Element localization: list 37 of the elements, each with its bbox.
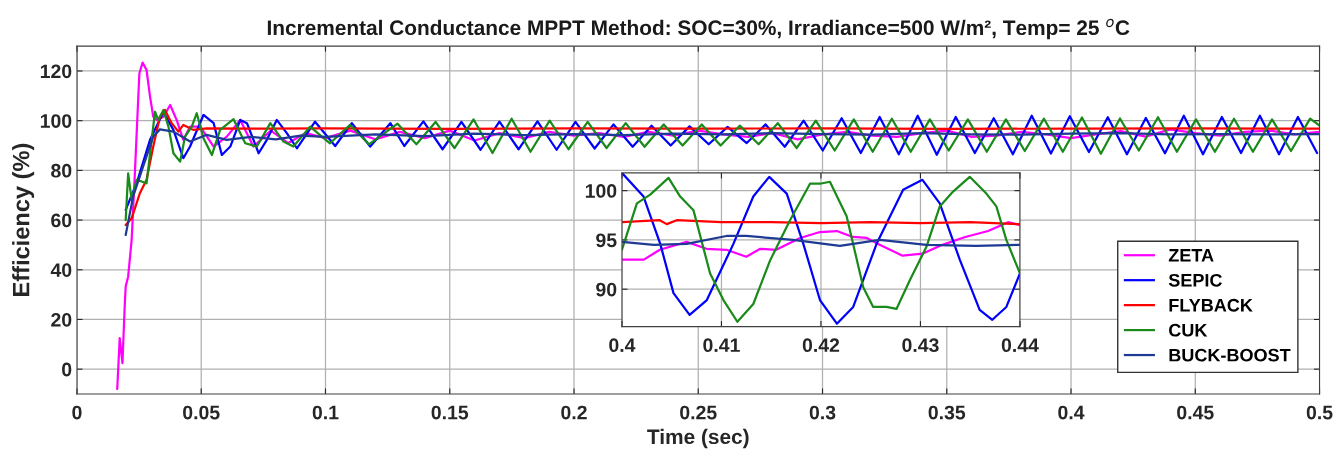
legend-label: ZETA <box>1168 249 1214 262</box>
y-tick-label: 120 <box>40 64 72 79</box>
legend-label: FLYBACK <box>1169 298 1253 312</box>
x-tick-label: 0.1 <box>312 405 339 420</box>
x-tick-label: 0.3 <box>809 405 836 420</box>
x-tick-label: 0.41 <box>703 338 740 353</box>
chart-title: Incremental Conductance MPPT Method: SOC=30%, Irradiance=500 W/m², Temp= 25 $^{o}$C <box>267 18 1130 40</box>
x-tick-label: 0.5 <box>1306 405 1333 420</box>
legend-label: CUK <box>1169 323 1208 337</box>
line-series <box>621 234 1020 247</box>
y-tick-label: 90 <box>596 282 617 297</box>
x-tick-label: 0.15 <box>431 405 469 420</box>
y-tick-label: 100 <box>40 114 72 128</box>
x-tick-label: 0 <box>72 405 82 420</box>
x-tick-label: 0.4 <box>1058 405 1085 420</box>
x-tick-label: 0.25 <box>680 405 717 420</box>
y-tick-label: 80 <box>51 163 72 178</box>
y-tick-label: 20 <box>51 312 72 327</box>
y-tick-label: 95 <box>596 233 617 248</box>
x-tick-label: 0.4 <box>609 338 636 353</box>
x-tick-label: 0.42 <box>802 338 840 353</box>
x-tick-label: 0.2 <box>561 405 587 420</box>
x-tick-label: 0.35 <box>928 405 966 420</box>
x-axis-title: Time (sec) <box>647 428 749 449</box>
legend-label: BUCK-BOOST <box>1169 348 1291 362</box>
line-series <box>621 221 1020 261</box>
y-tick-label: 100 <box>585 184 617 198</box>
x-tick-label: 0.43 <box>902 338 939 353</box>
legend-label: SEPIC <box>1168 273 1222 287</box>
x-tick-label: 0.05 <box>183 405 220 420</box>
y-tick-label: 40 <box>50 263 72 277</box>
x-tick-label: 0.44 <box>1001 338 1039 353</box>
x-tick-label: 0.45 <box>1177 405 1214 420</box>
line-series <box>116 61 1320 391</box>
y-tick-label: 0 <box>62 362 72 377</box>
y-axis-title: Efficiency (%) <box>12 143 35 296</box>
y-tick-label: 60 <box>51 213 72 228</box>
